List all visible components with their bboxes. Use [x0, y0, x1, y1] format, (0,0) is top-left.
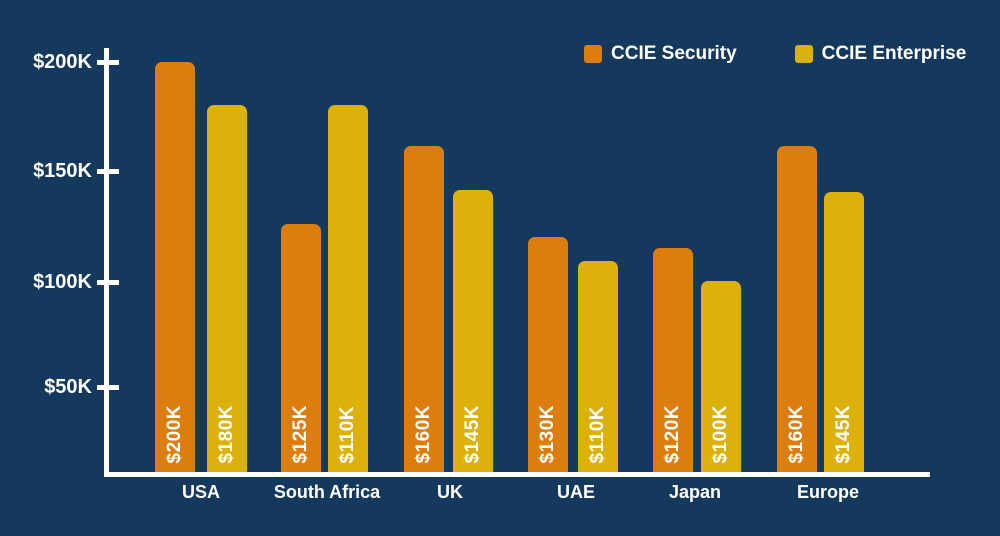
bar-value-label: $100K: [710, 404, 731, 464]
bar-value-label: $145K: [462, 404, 483, 464]
x-axis-label-uae: UAE: [556, 482, 596, 502]
bar-value-label: $110K: [337, 405, 358, 463]
bar-value-label: $125K: [290, 404, 311, 464]
legend-swatch-security-icon: [584, 45, 602, 63]
bar-ccie-security-europe: $160K: [777, 146, 817, 475]
bar-value-label: $130K: [537, 404, 558, 464]
bar-ccie-security-south-africa: $125K: [281, 224, 321, 475]
bar-value-label: $160K: [413, 404, 434, 464]
bar-ccie-security-uae: $130K: [528, 237, 568, 475]
legend-label-enterprise: CCIE Enterprise: [821, 43, 967, 64]
bar-ccie-enterprise-uae: $110K: [578, 261, 618, 475]
bar-ccie-security-japan: $120K: [653, 248, 693, 475]
bar-ccie-enterprise-europe: $145K: [824, 192, 864, 475]
y-axis-line: [104, 48, 109, 477]
y-axis-tick: [97, 169, 119, 174]
legend-swatch-enterprise-icon: [794, 45, 813, 63]
y-axis-tick: [97, 60, 119, 65]
legend-label-security: CCIE Security: [611, 43, 737, 64]
x-axis-line: [104, 472, 930, 477]
x-axis-label-europe: Europe: [796, 482, 860, 502]
y-axis-tick-label: $200K: [33, 51, 92, 73]
legend: CCIE Security CCIE Enterprise: [584, 44, 966, 64]
bar-ccie-enterprise-south-africa: $110K: [328, 105, 368, 475]
y-axis-tick-label: $150K: [33, 160, 92, 182]
x-axis-label-usa: USA: [181, 482, 221, 502]
bar-ccie-security-uk: $160K: [404, 146, 444, 475]
bar-value-label: $160K: [786, 404, 807, 464]
x-axis-label-south-africa: South Africa: [273, 482, 381, 502]
bar-ccie-enterprise-japan: $100K: [701, 281, 741, 475]
bar-ccie-enterprise-usa: $180K: [207, 105, 247, 475]
bar-value-label: $180K: [216, 404, 237, 464]
bar-value-label: $120K: [662, 404, 683, 464]
legend-item-ccie-enterprise: CCIE Enterprise: [794, 43, 967, 64]
bar-ccie-enterprise-uk: $145K: [453, 190, 493, 475]
y-axis-tick: [97, 280, 119, 285]
legend-item-ccie-security: CCIE Security: [584, 44, 737, 64]
bar-value-label: $110K: [587, 405, 608, 463]
x-axis-label-uk: UK: [437, 482, 463, 502]
y-axis-tick-label: $100K: [33, 271, 92, 293]
x-axis-label-japan: Japan: [668, 482, 722, 502]
y-axis-tick-label: $50K: [44, 376, 92, 398]
bar-value-label: $200K: [164, 404, 185, 464]
bar-value-label: $145K: [833, 404, 854, 464]
y-axis-tick: [97, 385, 119, 390]
bar-ccie-security-usa: $200K: [155, 62, 195, 475]
